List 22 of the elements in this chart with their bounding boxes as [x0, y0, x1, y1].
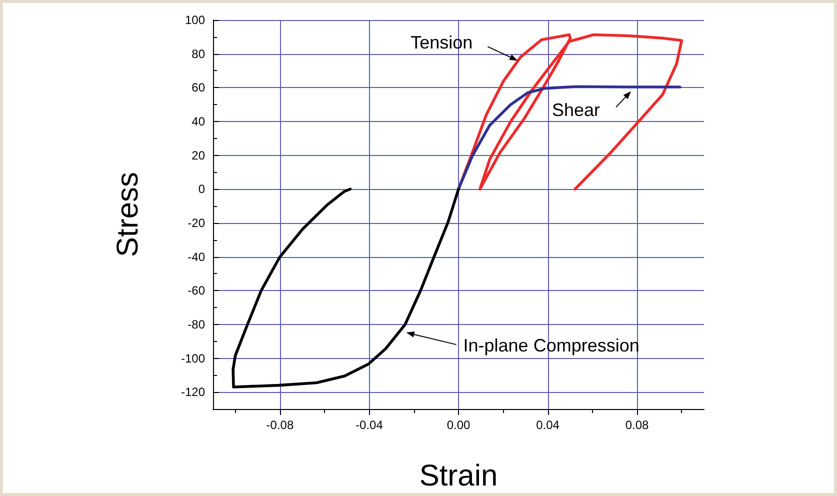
y-axis-title: Stress — [112, 172, 144, 258]
y-tick-label: -20 — [188, 216, 206, 230]
y-tick-label: -120 — [180, 385, 206, 400]
y-tick-label: -60 — [188, 284, 206, 298]
y-tick-label: -100 — [180, 351, 206, 366]
x-tick-label: -0.08 — [266, 418, 294, 432]
x-tick-label: 0.04 — [536, 418, 560, 432]
line-series — [457, 85, 682, 191]
y-tick-label: 60 — [192, 80, 206, 95]
y-tick-label: 40 — [192, 114, 206, 128]
y-tick-label: 100 — [184, 13, 206, 27]
y-tick-label: -80 — [188, 317, 206, 332]
y-tick-label: 0 — [198, 182, 206, 196]
x-tick-label: 0.08 — [625, 418, 650, 432]
annotation: Shear — [552, 100, 600, 120]
y-tick-label: 80 — [192, 46, 206, 61]
x-tick-label: 0.00 — [446, 418, 470, 432]
line-series — [232, 188, 460, 388]
y-tick-label: 20 — [192, 148, 206, 162]
y-tick-label: -40 — [188, 250, 206, 264]
x-axis-title: Strain — [419, 460, 498, 492]
x-tick-label: -0.04 — [356, 418, 384, 432]
